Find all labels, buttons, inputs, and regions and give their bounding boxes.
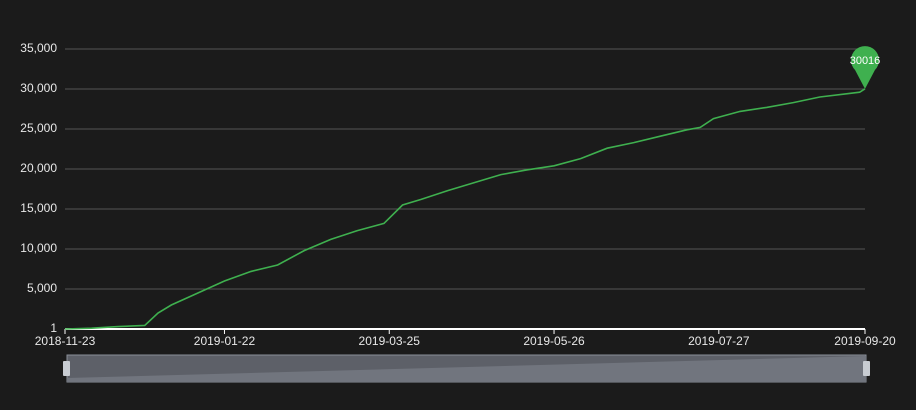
y-tick-label: 20,000 — [20, 161, 57, 175]
y-tick-label: 10,000 — [20, 241, 57, 255]
data-zoom[interactable] — [63, 354, 870, 383]
y-tick-label: 30,000 — [20, 81, 57, 95]
y-tick-label: 15,000 — [20, 201, 57, 215]
mark-label: 30016 — [850, 55, 881, 67]
zoom-handle-left[interactable] — [63, 361, 70, 376]
x-tick-label: 2019-03-25 — [359, 334, 421, 348]
y-tick-label: 25,000 — [20, 121, 57, 135]
x-tick-label: 2019-01-22 — [194, 334, 256, 348]
x-tick-label: 2018-11-23 — [35, 334, 96, 348]
zoom-shadow — [67, 356, 866, 382]
mark-point: 30016 — [850, 46, 881, 89]
zoom-handle-right[interactable] — [863, 361, 870, 376]
x-tick-label: 2019-05-26 — [523, 334, 585, 348]
y-tick-label: 1 — [50, 321, 57, 335]
x-tick-label: 2019-09-20 — [834, 334, 896, 348]
y-tick-label: 35,000 — [20, 41, 57, 55]
y-tick-label: 5,000 — [27, 281, 57, 295]
x-tick-label: 2019-07-27 — [688, 334, 750, 348]
mark-pin — [851, 46, 879, 89]
line — [64, 88, 866, 330]
